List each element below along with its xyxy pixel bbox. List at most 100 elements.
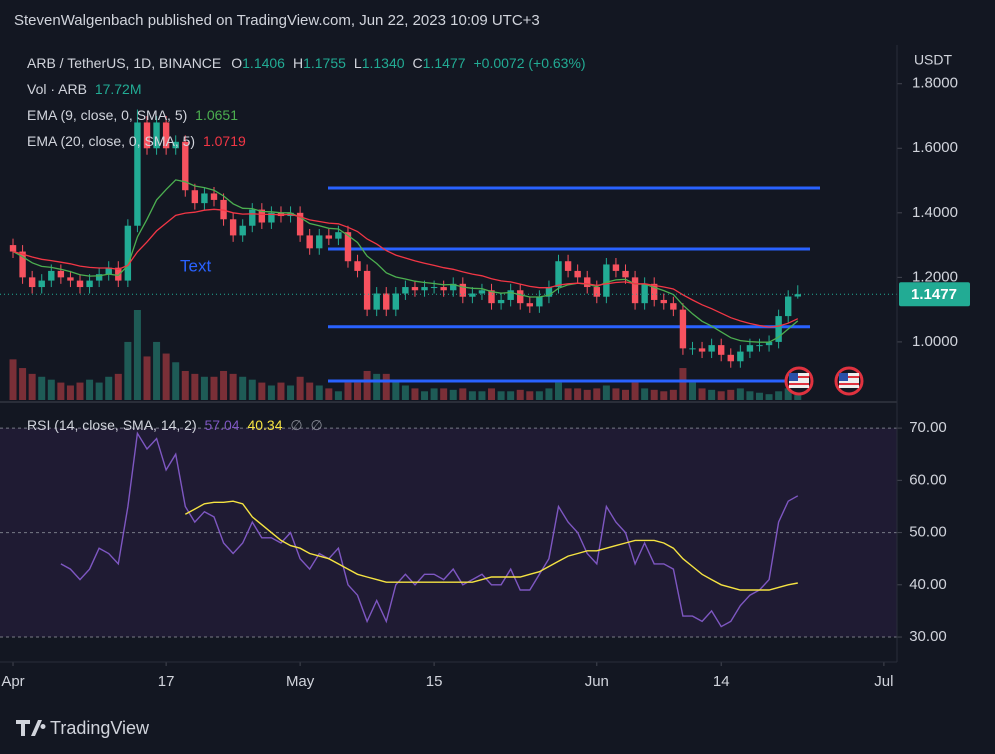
rsi-line: [184, 500, 798, 591]
candle-body: [172, 141, 179, 149]
candle-body: [631, 277, 639, 304]
candle-body: [727, 354, 734, 362]
volume-bar: [555, 382, 563, 400]
candle-body: [507, 290, 514, 300]
ohlc-key: C: [412, 55, 423, 71]
volume-bar: [459, 388, 467, 400]
rsi-value: 57.04: [204, 417, 240, 433]
candle-body: [392, 293, 400, 310]
volume-bar: [612, 388, 620, 400]
rsi-extra: ∅: [290, 417, 303, 433]
candle-body: [258, 209, 266, 223]
volume-value: 17.72M: [94, 81, 142, 97]
rsi-legend: RSI (14, close, SMA, 14, 2) 57.04 40.34 …: [27, 417, 327, 434]
volume-bar: [248, 379, 256, 400]
volume-bar: [57, 382, 65, 400]
volume-bar: [344, 382, 352, 400]
volume-bar: [220, 370, 228, 400]
volume-bar: [794, 394, 802, 400]
y-tick-label: 1.4000: [912, 204, 958, 221]
volume-bar: [296, 376, 304, 400]
volume-bar: [660, 391, 668, 400]
candle-body: [162, 122, 170, 149]
candle-body: [708, 345, 715, 352]
candle-body: [765, 341, 773, 346]
volume-bar: [373, 373, 381, 400]
candle-body: [191, 190, 199, 204]
ema-line: [12, 208, 799, 328]
volume-bar: [488, 388, 496, 400]
volume-bar: [641, 388, 649, 400]
candle-body: [210, 193, 218, 200]
volume-bar: [497, 391, 505, 400]
candle-body: [660, 299, 667, 304]
volume-bar: [755, 392, 763, 400]
y-tick-label: 60.00: [909, 471, 947, 488]
candle-body: [402, 287, 409, 294]
x-tick-label: Jul: [874, 673, 893, 690]
candle-body: [373, 293, 380, 310]
candle-body: [28, 277, 36, 288]
volume-bar: [306, 382, 314, 400]
volume-bar: [287, 385, 295, 400]
volume-bar: [535, 391, 543, 400]
volume-bar: [229, 373, 237, 400]
volume-bar: [727, 389, 735, 400]
volume-bar: [631, 382, 639, 400]
candle-body: [57, 270, 65, 278]
volume-bar: [162, 353, 170, 400]
rsi-line: [60, 431, 799, 628]
volume-bar: [449, 389, 457, 400]
volume-bar: [545, 388, 553, 400]
volume-bar: [468, 391, 476, 400]
candle-body: [363, 270, 371, 310]
ema20-legend: EMA (20, close, 0, SMA, 5) 1.0719: [27, 133, 250, 149]
candle-body: [239, 225, 246, 236]
x-tick-label: Apr: [1, 673, 24, 690]
candle-body: [440, 287, 447, 291]
volume-bar: [258, 382, 266, 400]
volume-bar: [181, 370, 189, 400]
volume-bar: [239, 376, 247, 400]
candle-body: [593, 287, 600, 297]
volume-bar: [38, 376, 46, 400]
rsi-band: [0, 428, 897, 638]
candle-body: [612, 264, 620, 271]
volume-bar: [143, 356, 151, 400]
volume-bar: [574, 388, 582, 400]
ohlc-value: 1.1340: [361, 55, 405, 71]
candle-body: [469, 293, 476, 297]
volume-bar: [392, 379, 400, 400]
candle-body: [459, 283, 467, 297]
ema20-value: 1.0719: [202, 133, 246, 149]
rsi-ma-value: 40.34: [247, 417, 283, 433]
volume-bar: [95, 382, 103, 400]
volume-bar: [736, 388, 744, 400]
candle-body: [746, 345, 754, 352]
candle-body: [19, 251, 26, 278]
symbol: ARB / TetherUS, 1D, BINANCE: [27, 55, 222, 71]
volume-bar: [622, 389, 630, 400]
volume-bar: [507, 391, 515, 400]
volume-bar: [200, 376, 208, 400]
candle-body: [153, 122, 160, 149]
candle-body: [124, 225, 132, 281]
volume-bar: [784, 388, 792, 400]
candle-body: [134, 122, 141, 226]
ema20-label: EMA (20, close, 0, SMA, 5): [27, 133, 196, 149]
ema9-value: 1.0651: [195, 107, 238, 123]
candle-body: [354, 261, 361, 271]
volume-bar: [210, 376, 218, 400]
x-tick-label: 14: [713, 673, 730, 690]
volume-bar: [650, 389, 658, 400]
candle-body: [201, 193, 208, 204]
volume-bar: [334, 391, 342, 400]
y-tick-label: 50.00: [909, 524, 947, 541]
volume-bar: [172, 362, 180, 400]
volume-bar: [76, 382, 84, 400]
candle-body: [517, 290, 524, 304]
candle-body: [316, 235, 323, 249]
candle-body: [115, 267, 122, 281]
volume-bar: [9, 359, 17, 400]
